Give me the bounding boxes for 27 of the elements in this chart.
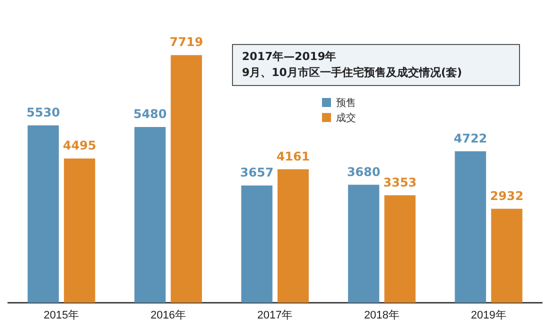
bar bbox=[454, 151, 486, 303]
bar bbox=[491, 208, 522, 303]
x-tick-label: 2016年 bbox=[150, 309, 186, 322]
data-label: 4161 bbox=[276, 149, 310, 164]
data-label: 4495 bbox=[62, 138, 96, 153]
data-label: 5480 bbox=[133, 107, 167, 122]
legend-label: 预售 bbox=[335, 97, 356, 111]
bar bbox=[28, 125, 59, 303]
bar bbox=[348, 184, 380, 303]
x-tick-label: 2018年 bbox=[364, 309, 400, 322]
data-label: 5530 bbox=[26, 105, 60, 120]
bar bbox=[278, 169, 309, 303]
bar bbox=[384, 195, 416, 303]
data-label: 7719 bbox=[170, 35, 204, 50]
bar bbox=[170, 55, 202, 303]
data-label: 3353 bbox=[383, 175, 417, 190]
bar bbox=[241, 185, 272, 303]
x-tick-label: 2017年 bbox=[257, 309, 293, 322]
data-label: 2932 bbox=[490, 188, 524, 203]
bar bbox=[134, 126, 166, 303]
x-tick-label: 2015年 bbox=[44, 309, 80, 322]
bar bbox=[64, 158, 96, 303]
legend-label: 成交 bbox=[335, 112, 356, 126]
data-label: 3680 bbox=[346, 164, 380, 179]
data-label: 3657 bbox=[240, 166, 274, 180]
x-tick-label: 2019年 bbox=[470, 309, 506, 322]
data-label: 4722 bbox=[454, 131, 488, 146]
